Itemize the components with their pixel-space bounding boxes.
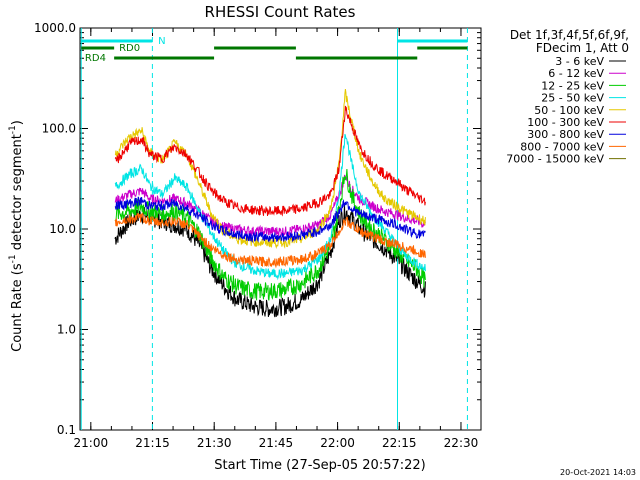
legend-label: 12 - 25 keV bbox=[541, 79, 604, 92]
series-line bbox=[114, 212, 426, 269]
x-tick-label: 21:30 bbox=[197, 436, 232, 450]
legend-label: 300 - 800 keV bbox=[527, 128, 604, 141]
y-tick-label: 0.1 bbox=[57, 423, 76, 437]
chart-title: RHESSI Count Rates bbox=[205, 3, 356, 21]
rd0-label: RD0 bbox=[119, 43, 140, 54]
y-tick-label: 10.0 bbox=[49, 222, 76, 236]
legend-label: 7000 - 15000 keV bbox=[506, 153, 604, 166]
legend-label: 100 - 300 keV bbox=[527, 116, 604, 129]
y-axis-label: Count Rate (s-1 detector segment-1) bbox=[8, 120, 25, 352]
x-tick-label: 22:00 bbox=[320, 436, 355, 450]
x-tick-label: 21:00 bbox=[74, 436, 109, 450]
plot-area: 0.1 1.0 10.0 100.0 1000.0 21:00 21:15 21:30 21:4… bbox=[34, 21, 482, 450]
series-line bbox=[114, 105, 426, 217]
night-label: N bbox=[158, 36, 165, 47]
series-line bbox=[114, 168, 426, 301]
series-line bbox=[114, 203, 426, 318]
legend-label: 50 - 100 keV bbox=[534, 104, 604, 117]
footer-date: 20-Oct-2021 14:03 bbox=[560, 468, 636, 477]
legend-label: 25 - 50 keV bbox=[541, 92, 604, 105]
legend: Det 1f,3f,4f,5f,6f,9f, FDecim 1, Att 0 3… bbox=[506, 28, 629, 166]
x-tick-label: 22:15 bbox=[382, 436, 417, 450]
rd4-label: RD4 bbox=[85, 53, 106, 64]
x-axis-label: Start Time (27-Sep-05 20:57:22) bbox=[214, 458, 425, 473]
x-tick-label: 21:45 bbox=[259, 436, 294, 450]
legend-label: 3 - 6 keV bbox=[555, 55, 604, 68]
x-tick-label: 21:15 bbox=[135, 436, 170, 450]
legend-label: 6 - 12 keV bbox=[548, 67, 604, 80]
series-line bbox=[114, 196, 426, 244]
series-line bbox=[114, 89, 426, 250]
y-tick-label: 100.0 bbox=[42, 122, 76, 136]
legend-label: 800 - 7000 keV bbox=[520, 140, 604, 153]
x-tick-label: 22:30 bbox=[444, 436, 479, 450]
y-tick-label: 1000.0 bbox=[34, 21, 76, 35]
legend-header-line-1: Det 1f,3f,4f,5f,6f,9f, bbox=[510, 28, 629, 42]
legend-header-line-2: FDecim 1, Att 0 bbox=[536, 41, 629, 55]
y-tick-label: 1.0 bbox=[57, 323, 76, 337]
